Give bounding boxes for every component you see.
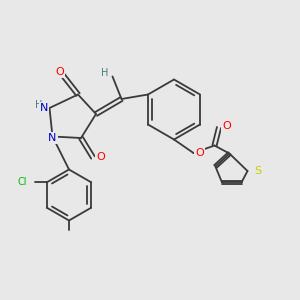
Text: H: H (34, 100, 42, 110)
Text: O: O (56, 67, 64, 77)
Text: Cl: Cl (18, 177, 27, 187)
Text: O: O (96, 152, 105, 163)
Text: N: N (40, 103, 48, 113)
Text: H: H (100, 68, 108, 79)
Text: N: N (48, 133, 57, 143)
Text: O: O (222, 121, 231, 131)
Text: S: S (254, 166, 261, 176)
Text: O: O (195, 148, 204, 158)
